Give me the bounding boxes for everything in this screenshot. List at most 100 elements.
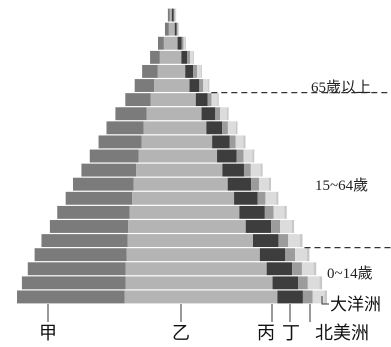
bar-segment-yi-row-16 [127,234,253,248]
bar-segment-oceania-row-17 [306,248,310,262]
bar-segment-bing-row-17 [259,248,286,262]
category-labels: 甲 乙 丙 丁 北美洲 大洋洲 [39,295,381,344]
category-label-jia: 甲 [39,323,57,344]
bar-segment-north-america-row-13 [265,191,277,205]
bar-segment-oceania-row-9 [243,135,246,149]
category-label-ding: 丁 [282,323,300,344]
bar-segment-oceania-row-8 [235,121,238,135]
bar-segment-yi-row-1 [168,22,175,36]
pyramid-bars [17,8,327,304]
category-label-north-america: 北美洲 [315,323,369,344]
bar-segment-bing-row-11 [222,163,244,177]
age-group-labels: 65歲以上 15~64歲 0~14歲 [311,79,373,282]
bar-segment-yi-row-2 [163,36,178,50]
bar-segment-oceania-row-19 [319,276,323,290]
bar-segment-oceania-row-6 [217,93,219,107]
bar-segment-yi-row-5 [154,79,190,92]
bar-segment-north-america-row-9 [235,135,244,149]
bar-segment-ding-row-12 [251,177,260,191]
bar-segment-ding-row-13 [257,191,266,205]
bar-segment-jia-row-5 [134,79,155,92]
bar-segment-yi-row-3 [159,50,182,64]
bar-segment-jia-row-10 [89,149,139,163]
bar-segment-north-america-row-19 [307,276,320,290]
bar-segment-jia-row-2 [158,36,164,50]
bar-segment-bing-row-10 [217,149,237,163]
bar-segment-oceania-row-14 [284,205,287,219]
bar-segment-ding-row-9 [229,135,236,149]
bar-segment-yi-row-18 [125,262,267,276]
category-leader-lines [47,296,329,322]
bar-segment-oceania-row-4 [200,64,202,78]
bar-segment-oceania-row-10 [252,149,255,163]
bar-segment-yi-row-13 [132,191,235,205]
bar-segment-oceania-row-20 [324,290,327,304]
bar-segment-north-america-row-16 [288,234,300,248]
category-label-oceania: 大洋洲 [330,295,381,315]
bar-segment-yi-row-8 [143,121,207,135]
bar-segment-jia-row-15 [49,220,129,233]
bar-segment-bing-row-19 [272,276,299,290]
bar-segment-oceania-row-16 [299,234,303,248]
bar-segment-north-america-row-20 [312,290,325,304]
bar-segment-bing-row-12 [227,177,252,191]
bar-segment-bing-row-20 [277,290,303,304]
bar-segment-ding-row-6 [207,93,212,107]
bar-segment-north-america-row-0 [174,8,176,22]
bar-segment-ding-row-1 [176,22,178,36]
bar-segment-north-america-row-12 [259,177,269,191]
bar-segment-oceania-row-5 [208,79,210,92]
bar-segment-ding-row-15 [271,220,280,233]
age-group-label-0-14: 0~14歲 [327,265,373,282]
bar-segment-ding-row-3 [187,50,191,64]
age-group-separators [211,91,391,249]
bar-segment-ding-row-18 [292,262,302,276]
bar-segment-ding-row-0 [173,8,175,22]
bar-segment-north-america-row-8 [227,121,236,135]
bar-segment-oceania-row-3 [193,50,194,64]
bar-segment-bing-row-6 [195,93,208,107]
bar-segment-north-america-row-11 [250,163,261,177]
bar-segment-yi-row-4 [157,64,186,78]
bar-segment-yi-row-11 [136,163,223,177]
bar-segment-yi-row-9 [141,135,213,149]
bar-segment-oceania-row-2 [185,36,186,50]
bar-segment-jia-row-12 [73,177,134,191]
bar-segment-north-america-row-3 [190,50,194,64]
bar-segment-jia-row-9 [98,135,142,149]
bar-segment-bing-row-8 [206,121,223,135]
bar-segment-jia-row-6 [125,93,151,107]
bar-segment-bing-row-14 [239,205,265,219]
bar-segment-jia-row-4 [142,64,158,78]
bar-segment-jia-row-11 [81,163,137,177]
bar-segment-oceania-row-7 [227,107,229,121]
bar-segment-yi-row-10 [138,149,218,163]
bar-segment-bing-row-18 [266,262,293,276]
bar-segment-yi-row-7 [146,107,202,121]
category-label-bing: 丙 [257,323,275,344]
bar-segment-north-america-row-10 [243,149,253,163]
bar-segment-north-america-row-15 [280,220,292,233]
bar-segment-jia-row-19 [21,276,126,290]
bar-segment-ding-row-2 [181,36,184,50]
bar-segment-bing-row-15 [245,220,272,233]
bar-segment-bing-row-7 [201,107,216,121]
bar-segment-yi-row-20 [124,290,278,304]
bar-segment-ding-row-16 [278,234,289,248]
bar-segment-jia-row-0 [167,8,170,22]
bar-segment-jia-row-17 [34,248,127,262]
bar-segment-jia-row-14 [57,205,130,219]
bar-segment-north-america-row-17 [295,248,307,262]
bar-segment-ding-row-19 [298,276,308,290]
bar-segment-oceania-row-13 [276,191,279,205]
bar-segment-yi-row-17 [126,248,260,262]
bar-segment-bing-row-2 [177,36,182,50]
bar-segment-oceania-row-12 [268,177,271,191]
bar-segment-bing-row-16 [252,234,279,248]
bar-segment-north-america-row-4 [196,64,201,78]
bar-segment-jia-row-13 [65,191,133,205]
bar-segment-north-america-row-1 [177,22,179,36]
bar-segment-bing-row-3 [181,50,188,64]
bar-segment-oceania-row-11 [260,163,263,177]
